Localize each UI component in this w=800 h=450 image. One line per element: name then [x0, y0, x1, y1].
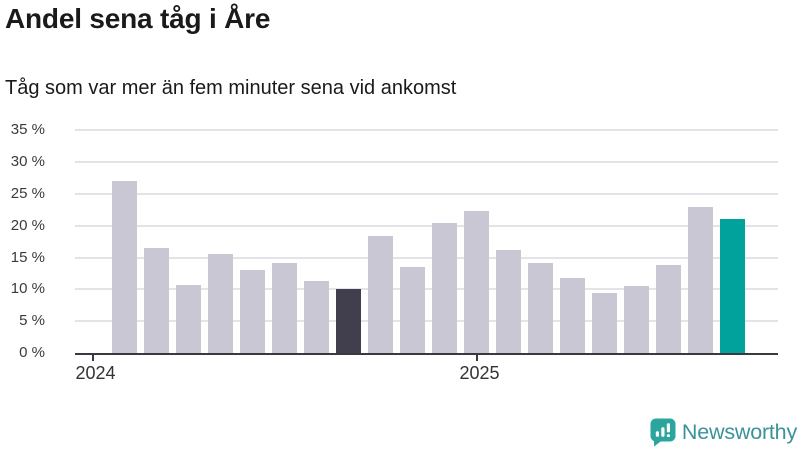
gridline-35: [75, 129, 778, 132]
bar-14-normal: [528, 262, 553, 353]
y-axis-label-5: 5 %: [19, 312, 45, 330]
plot-area: 35 % 30 % 25 % 20 % 15 % 10 % 5 % 0 %: [11, 0, 778, 361]
bar-11-normal: [432, 223, 457, 353]
gridline-15: [75, 256, 778, 259]
y-axis-label-20: 20 %: [10, 216, 45, 234]
bar-15-normal: [560, 277, 585, 353]
bar-20-highlight_teal: [720, 218, 745, 353]
bar-3-normal: [176, 284, 201, 353]
bar-7-normal: [304, 281, 329, 353]
x-axis-tick-2025: [475, 355, 478, 361]
bar-17-normal: [624, 286, 649, 353]
gridline-10: [75, 288, 778, 291]
y-axis-label-15: 15 %: [10, 248, 45, 266]
bar-8-highlight_dark: [336, 289, 361, 353]
newsworthy-wordmark: Newsworthy: [681, 420, 797, 444]
bar-16-normal: [592, 293, 617, 353]
chart-subtitle: Tåg som var mer än fem minuter sena vid …: [5, 77, 457, 99]
gridline-25: [75, 193, 778, 195]
bar-12-normal: [464, 211, 489, 353]
newsworthy-logo-icon: [650, 418, 676, 447]
y-axis-label-25: 25 %: [10, 184, 45, 202]
x-axis-label-2024: 2024: [75, 363, 116, 383]
gridline-20: [75, 224, 778, 227]
bar-1-normal: [112, 181, 137, 353]
x-axis-label-2025: 2025: [459, 363, 500, 383]
bar-13-normal: [496, 249, 521, 353]
bar-19-normal: [688, 207, 713, 353]
gridline-5: [75, 320, 778, 323]
gridline-30: [75, 161, 778, 164]
bar-10-normal: [400, 266, 425, 353]
y-axis-label-0: 0 %: [19, 343, 45, 361]
y-axis-label-35: 35 %: [10, 121, 45, 139]
bar-9-normal: [368, 235, 393, 353]
x-axis-line: [75, 353, 778, 355]
y-axis-label-10: 10 %: [10, 280, 45, 298]
newsworthy-logo: Newsworthy: [650, 418, 797, 447]
bar-18-normal: [656, 265, 681, 353]
chart-title: Andel sena tåg i Åre: [5, 3, 271, 34]
bar-6-normal: [272, 262, 297, 353]
bar-2-normal: [144, 248, 169, 353]
bar-5-normal: [240, 270, 265, 353]
x-axis-tick-2024: [91, 355, 94, 361]
y-axis-label-30: 30 %: [10, 153, 45, 171]
bar-4-normal: [208, 254, 233, 353]
